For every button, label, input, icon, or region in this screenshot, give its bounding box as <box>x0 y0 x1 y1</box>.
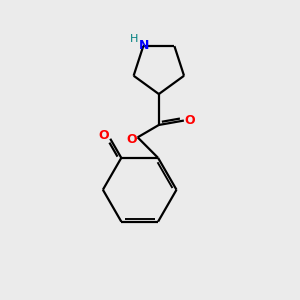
Text: N: N <box>139 39 149 52</box>
Text: O: O <box>98 129 109 142</box>
Text: O: O <box>184 114 195 127</box>
Text: O: O <box>126 133 137 146</box>
Text: H: H <box>130 34 138 44</box>
